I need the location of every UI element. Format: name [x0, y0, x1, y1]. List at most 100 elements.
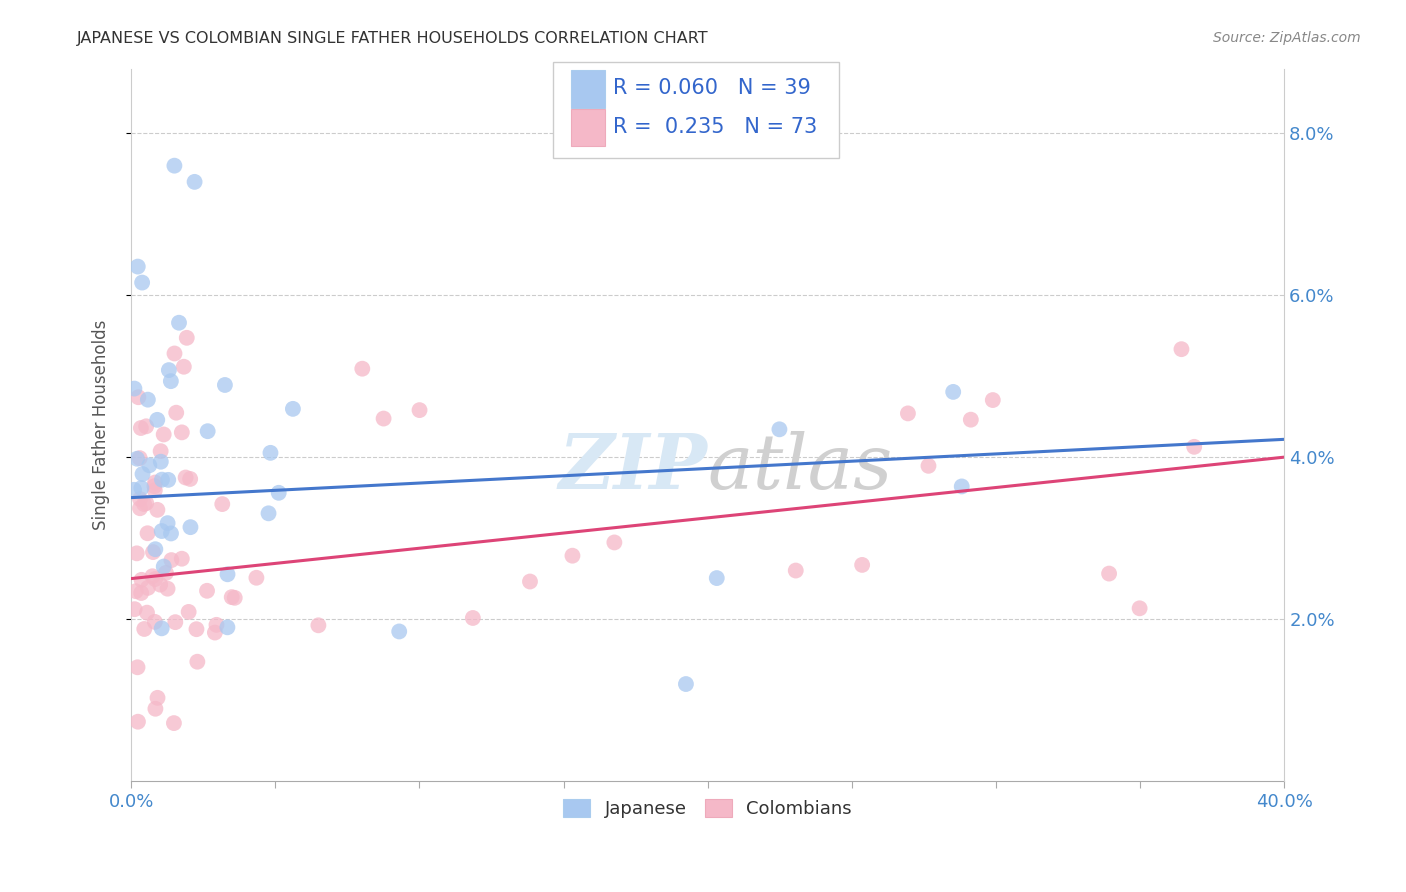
Point [186, 655, 208, 669]
Point [152, 559, 174, 574]
Point [155, 566, 177, 580]
Point [135, 496, 157, 510]
Point [942, 384, 965, 399]
Point [131, 573, 153, 587]
Point [157, 363, 180, 377]
Point [143, 542, 166, 557]
Point [1129, 601, 1152, 615]
Point [675, 677, 697, 691]
Point [129, 491, 152, 506]
Point [259, 446, 281, 460]
Point [128, 451, 150, 466]
Point [131, 276, 153, 290]
Point [136, 581, 159, 595]
Point [408, 403, 430, 417]
Point [217, 567, 239, 582]
Point [373, 411, 395, 425]
Point [122, 483, 145, 497]
Point [146, 503, 169, 517]
Point [129, 421, 152, 435]
Point [706, 571, 728, 585]
Point [131, 481, 153, 495]
Point [897, 406, 920, 420]
Point [127, 390, 149, 404]
Point [959, 412, 981, 426]
Point [195, 583, 218, 598]
Point [177, 605, 200, 619]
Point [768, 422, 790, 436]
Point [150, 473, 173, 487]
Point [1182, 440, 1205, 454]
Point [134, 497, 156, 511]
Point [143, 615, 166, 629]
Point [149, 444, 172, 458]
Point [157, 473, 180, 487]
Point [352, 361, 374, 376]
Point [170, 551, 193, 566]
Point [224, 591, 246, 605]
Legend: Japanese, Colombians: Japanese, Colombians [557, 791, 859, 825]
Text: R = 0.060   N = 39: R = 0.060 N = 39 [613, 78, 811, 98]
Point [149, 455, 172, 469]
Point [981, 393, 1004, 408]
Point [221, 590, 243, 604]
Text: ZIP: ZIP [558, 431, 707, 505]
Point [141, 569, 163, 583]
Point [143, 483, 166, 498]
Point [1170, 342, 1192, 356]
Point [127, 660, 149, 674]
Point [129, 586, 152, 600]
Point [125, 451, 148, 466]
Point [173, 359, 195, 374]
Point [163, 159, 186, 173]
Point [950, 479, 973, 493]
Text: R =  0.235   N = 73: R = 0.235 N = 73 [613, 117, 817, 136]
Point [165, 406, 187, 420]
Point [136, 392, 159, 407]
Point [156, 516, 179, 531]
Point [150, 524, 173, 538]
Point [245, 571, 267, 585]
Point [149, 577, 172, 591]
Point [561, 549, 583, 563]
Point [125, 546, 148, 560]
Point [519, 574, 541, 589]
Point [134, 622, 156, 636]
Point [179, 520, 201, 534]
Point [785, 564, 807, 578]
Point [1098, 566, 1121, 581]
Point [127, 260, 149, 274]
Point [388, 624, 411, 639]
Point [136, 526, 159, 541]
Point [281, 401, 304, 416]
Point [174, 470, 197, 484]
Point [156, 582, 179, 596]
Text: JAPANESE VS COLOMBIAN SINGLE FATHER HOUSEHOLDS CORRELATION CHART: JAPANESE VS COLOMBIAN SINGLE FATHER HOUS… [77, 31, 709, 46]
Point [167, 316, 190, 330]
Point [267, 485, 290, 500]
Point [131, 467, 153, 481]
Point [176, 331, 198, 345]
Point [851, 558, 873, 572]
Point [129, 501, 152, 516]
Point [183, 175, 205, 189]
Point [197, 424, 219, 438]
Point [160, 526, 183, 541]
Point [217, 620, 239, 634]
Point [160, 374, 183, 388]
Point [160, 553, 183, 567]
Point [179, 472, 201, 486]
Point [204, 625, 226, 640]
Point [205, 617, 228, 632]
Point [145, 702, 167, 716]
Point [125, 584, 148, 599]
Point [257, 506, 280, 520]
Point [136, 606, 159, 620]
Y-axis label: Single Father Households: Single Father Households [93, 319, 110, 530]
Point [170, 425, 193, 440]
Point [142, 545, 165, 559]
Point [211, 497, 233, 511]
Point [135, 419, 157, 434]
Point [146, 690, 169, 705]
Text: atlas: atlas [707, 431, 893, 505]
